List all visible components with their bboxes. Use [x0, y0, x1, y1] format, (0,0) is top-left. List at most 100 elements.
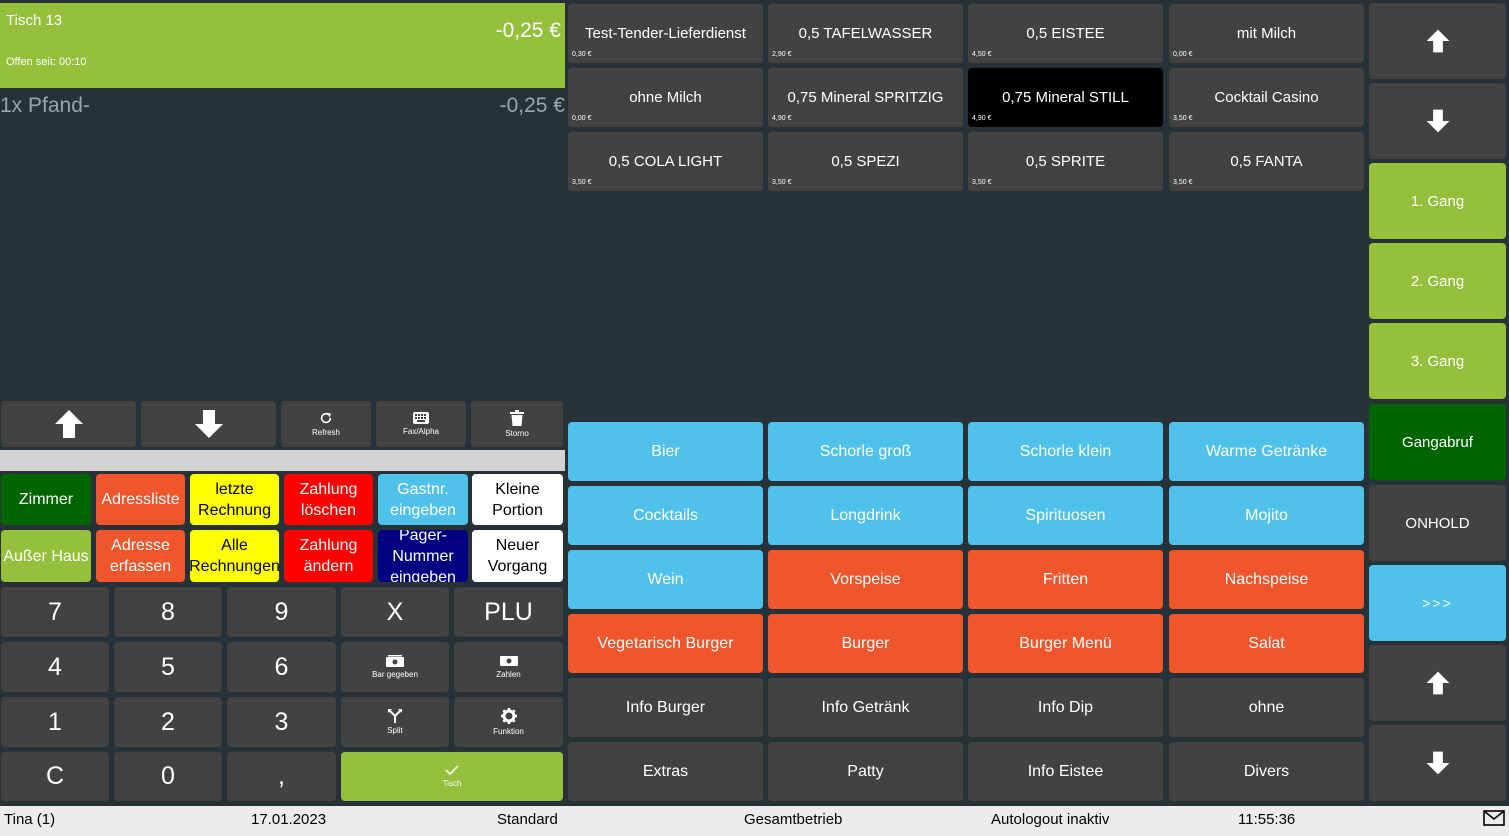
category-tile[interactable]: Schorle klein [968, 422, 1163, 481]
status-autologout[interactable]: Autologout inaktiv [991, 811, 1110, 828]
product-name: mit Milch [1236, 25, 1297, 42]
key-comma[interactable]: , [227, 752, 336, 801]
category-tile[interactable]: Cocktails [568, 486, 763, 545]
product-tile[interactable]: 0,5 COLA LIGHT 3,50 € [568, 132, 763, 191]
category-tile[interactable]: ohne [1169, 678, 1364, 737]
ticket-header[interactable]: Tisch 13 -0,25 € Offen seit: 00:10 [0, 3, 565, 88]
status-mode[interactable]: Standard [497, 811, 558, 828]
arrow-down-icon [1426, 109, 1449, 133]
bar-gegeben-label: Bar gegeben [372, 670, 418, 679]
zahlen-button[interactable]: Zahlen [454, 642, 563, 692]
zahlung-aendern-button[interactable]: Zahlung ändern [284, 530, 373, 582]
category-tile[interactable]: Vorspeise [768, 550, 963, 609]
gastnr-eingeben-button[interactable]: Gastnr. eingeben [378, 474, 468, 525]
product-tile[interactable]: 0,5 SPRITE 3,50 € [968, 132, 1163, 191]
key-c[interactable]: C [1, 752, 109, 801]
gang-1-button[interactable]: 1. Gang [1369, 163, 1506, 239]
bar-gegeben-button[interactable]: Bar gegeben [341, 642, 449, 692]
key-1[interactable]: 1 [1, 697, 109, 747]
product-tile[interactable]: Test-Tender-Lieferdienst 0,30 € [568, 4, 763, 63]
product-tile[interactable]: 0,5 TAFELWASSER 2,90 € [768, 4, 963, 63]
kleine-portion-button[interactable]: Kleine Portion [472, 474, 563, 525]
category-tile[interactable]: Info Eistee [968, 742, 1163, 801]
key-3[interactable]: 3 [227, 697, 336, 747]
category-tile[interactable]: Spirituosen [968, 486, 1163, 545]
product-tile[interactable]: 0,75 Mineral SPRITZIG 4,90 € [768, 68, 963, 127]
pager-nummer-button[interactable]: Pager- Nummer eingeben [378, 530, 468, 582]
ticket-scroll-down-button[interactable] [141, 401, 276, 447]
storno-button[interactable]: Storno [471, 401, 563, 447]
product-price: 2,90 € [772, 51, 792, 58]
more-button[interactable]: >>> [1369, 565, 1506, 641]
categories-scroll-down-button[interactable] [1369, 725, 1506, 801]
products-scroll-down-button[interactable] [1369, 83, 1506, 159]
mail-button[interactable] [1483, 810, 1505, 828]
product-tile[interactable]: 0,5 FANTA 3,50 € [1169, 132, 1364, 191]
zimmer-button[interactable]: Zimmer [1, 474, 91, 525]
key-2[interactable]: 2 [114, 697, 222, 747]
key-7[interactable]: 7 [1, 587, 109, 637]
category-tile[interactable]: Nachspeise [1169, 550, 1364, 609]
product-tile[interactable]: 0,5 EISTEE 4,50 € [968, 4, 1163, 63]
products-scroll-up-button[interactable] [1369, 3, 1506, 79]
product-price: 0,00 € [1173, 51, 1193, 58]
category-tile[interactable]: Info Getränk [768, 678, 963, 737]
product-name: Test-Tender-Lieferdienst [585, 25, 746, 42]
category-tile[interactable]: Mojito [1169, 486, 1364, 545]
category-tile[interactable]: Vegetarisch Burger [568, 614, 763, 673]
adresse-erfassen-button[interactable]: Adresse erfassen [96, 530, 185, 582]
category-tile[interactable]: Longdrink [768, 486, 963, 545]
gangabruf-button[interactable]: Gangabruf [1369, 404, 1506, 480]
tisch-button[interactable]: Tisch [341, 752, 563, 801]
category-tile[interactable]: Warme Getränke [1169, 422, 1364, 481]
ausser-haus-button[interactable]: Außer Haus [1, 530, 91, 582]
product-tile[interactable]: mit Milch 0,00 € [1169, 4, 1364, 63]
letzte-rechnung-button[interactable]: letzte Rechnung [190, 474, 279, 525]
key-9[interactable]: 9 [227, 587, 336, 637]
product-tile[interactable]: 0,75 Mineral STILL 4,90 € [968, 68, 1163, 127]
category-tile[interactable]: Info Dip [968, 678, 1163, 737]
key-plu[interactable]: PLU [454, 587, 563, 637]
product-tile[interactable]: 0,5 SPEZI 3,50 € [768, 132, 963, 191]
key-5[interactable]: 5 [114, 642, 222, 692]
funktion-button[interactable]: Funktion [454, 697, 563, 747]
category-tile[interactable]: Salat [1169, 614, 1364, 673]
category-tile[interactable]: Schorle groß [768, 422, 963, 481]
category-tile[interactable]: Patty [768, 742, 963, 801]
category-tile[interactable]: Burger [768, 614, 963, 673]
ticket-line[interactable]: 1x Pfand- -0,25 € [0, 92, 565, 120]
gear-icon [500, 708, 517, 724]
alle-rechnungen-button[interactable]: Alle Rechnungen [190, 530, 279, 582]
key-6[interactable]: 6 [227, 642, 336, 692]
product-price: 4,50 € [972, 51, 992, 58]
adressliste-button[interactable]: Adressliste [96, 474, 185, 525]
gang-2-button[interactable]: 2. Gang [1369, 243, 1506, 319]
status-area[interactable]: Gesamtbetrieb [744, 811, 843, 828]
status-user[interactable]: Tina (1) [4, 811, 56, 828]
categories-scroll-up-button[interactable] [1369, 645, 1506, 721]
key-0[interactable]: 0 [114, 752, 222, 801]
ticket-scroll-up-button[interactable] [1, 401, 136, 447]
product-name: 0,5 EISTEE [1026, 25, 1105, 42]
category-tile[interactable]: Divers [1169, 742, 1364, 801]
split-button[interactable]: Split [341, 697, 449, 747]
key-4[interactable]: 4 [1, 642, 109, 692]
gang-3-button[interactable]: 3. Gang [1369, 323, 1506, 399]
product-name: Cocktail Casino [1214, 89, 1319, 106]
product-tile[interactable]: Cocktail Casino 3,50 € [1169, 68, 1364, 127]
refresh-button[interactable]: Refresh [281, 401, 371, 447]
zahlen-label: Zahlen [496, 670, 521, 679]
category-tile[interactable]: Info Burger [568, 678, 763, 737]
category-tile[interactable]: Fritten [968, 550, 1163, 609]
fax-alpha-button[interactable]: Fax/Alpha [376, 401, 466, 447]
category-tile[interactable]: Burger Menü [968, 614, 1163, 673]
category-tile[interactable]: Wein [568, 550, 763, 609]
neuer-vorgang-button[interactable]: Neuer Vorgang [472, 530, 563, 582]
category-tile[interactable]: Extras [568, 742, 763, 801]
onhold-button[interactable]: ONHOLD [1369, 485, 1506, 561]
key-8[interactable]: 8 [114, 587, 222, 637]
zahlung-loeschen-button[interactable]: Zahlung löschen [284, 474, 373, 525]
key-x[interactable]: X [341, 587, 449, 637]
product-tile[interactable]: ohne Milch 0,00 € [568, 68, 763, 127]
category-tile[interactable]: Bier [568, 422, 763, 481]
